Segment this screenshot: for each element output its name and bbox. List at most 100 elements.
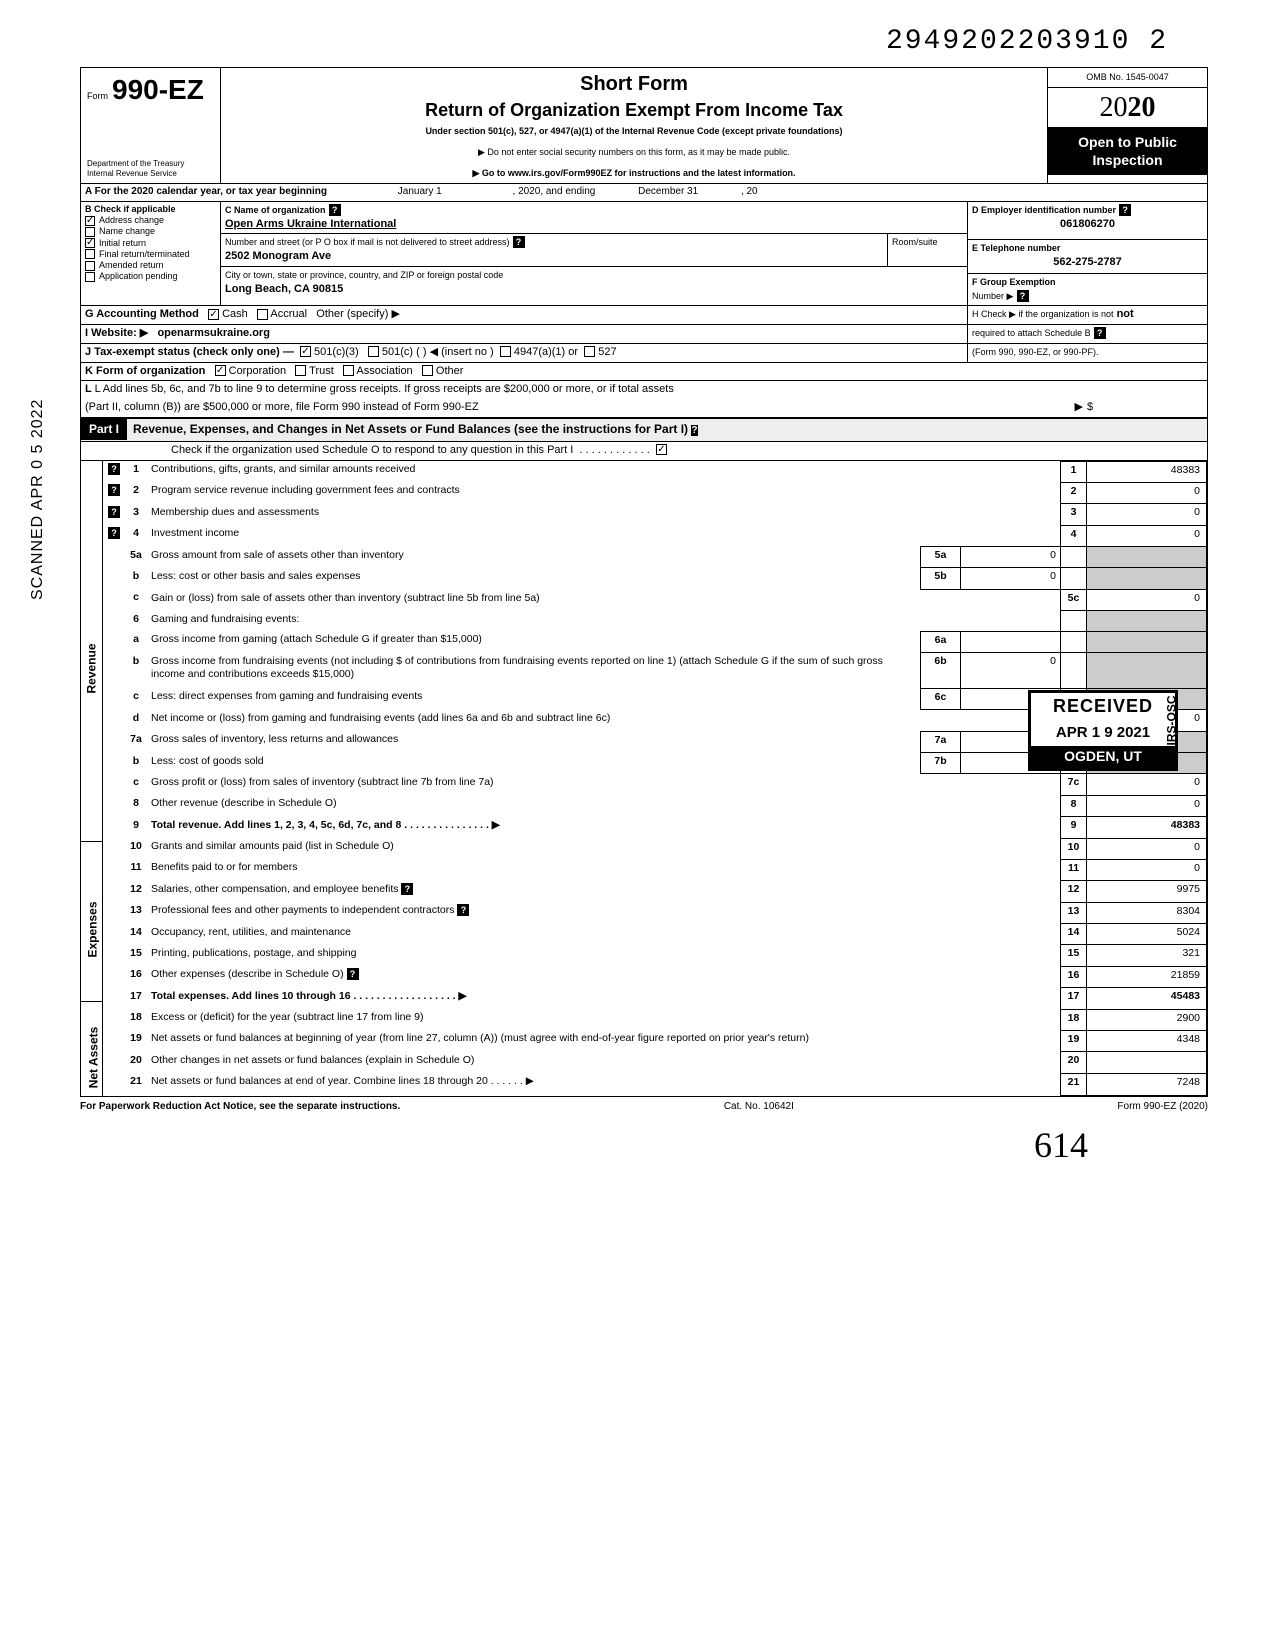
line-6d-text: Net income or (loss) from gaming and fun… xyxy=(151,712,610,724)
street-label: Number and street (or P O box if mail is… xyxy=(225,237,509,247)
line-3-text: Membership dues and assessments xyxy=(151,506,319,518)
g-accrual: Accrual xyxy=(270,308,307,320)
ck-cash[interactable] xyxy=(208,309,219,320)
ck-assoc[interactable] xyxy=(343,365,354,376)
ck-schedule-o[interactable] xyxy=(656,444,667,455)
g-label: G Accounting Method xyxy=(85,308,199,320)
help-icon: ? xyxy=(108,506,120,518)
line-12-text: Salaries, other compensation, and employ… xyxy=(151,883,398,895)
stamp-date: APR 1 9 2021 xyxy=(1031,720,1175,747)
k-other: Other xyxy=(436,365,464,377)
ck-501c3[interactable] xyxy=(300,346,311,357)
line-7c-value: 0 xyxy=(1087,774,1207,795)
ck-501c[interactable] xyxy=(368,346,379,357)
row-a-mid: , 2020, and ending xyxy=(513,186,596,197)
website-value: openarmsukraine.org xyxy=(157,327,269,339)
page-footer: For Paperwork Reduction Act Notice, see … xyxy=(80,1101,1208,1114)
j-s: 527 xyxy=(598,346,616,358)
identity-block: B Check if applicable Address change Nam… xyxy=(81,202,1207,307)
line-5b-value: 0 xyxy=(961,568,1061,589)
ck-address-change[interactable]: Address change xyxy=(85,215,216,226)
row-l: L L Add lines 5b, 6c, and 7b to line 9 t… xyxy=(81,381,1207,418)
ein-value: 061806270 xyxy=(972,218,1203,232)
line-10-text: Grants and similar amounts paid (list in… xyxy=(151,840,394,852)
open-to-public: Open to Public Inspection xyxy=(1048,128,1207,175)
line-19-value: 4348 xyxy=(1087,1030,1207,1051)
ck-accrual[interactable] xyxy=(257,309,268,320)
help-icon: ? xyxy=(108,484,120,496)
handwritten-note: 614 xyxy=(80,1123,1208,1168)
j-c3: 501(c)(3) xyxy=(314,346,359,358)
ck-4947[interactable] xyxy=(500,346,511,357)
d-label: D Employer identification number xyxy=(972,205,1116,215)
line-18-text: Excess or (deficit) for the year (subtra… xyxy=(151,1011,424,1023)
line-5b-text: Less: cost or other basis and sales expe… xyxy=(151,570,361,582)
line-16-value: 21859 xyxy=(1087,966,1207,987)
line-20-value xyxy=(1087,1052,1207,1073)
org-name: Open Arms Ukraine International xyxy=(225,218,396,230)
line-7a-text: Gross sales of inventory, less returns a… xyxy=(151,733,398,745)
ck-527[interactable] xyxy=(584,346,595,357)
l-text: L Add lines 5b, 6c, and 7b to line 9 to … xyxy=(95,383,674,395)
g-other: Other (specify) ▶ xyxy=(316,308,400,320)
j-c: 501(c) ( ) ◀ (insert no ) xyxy=(382,346,494,358)
street-value: 2502 Monogram Ave xyxy=(225,250,331,262)
c-label: C Name of organization xyxy=(225,205,326,215)
omb-number: OMB No. 1545-0047 xyxy=(1048,68,1207,88)
line-13-text: Professional fees and other payments to … xyxy=(151,904,455,916)
line-5a-text: Gross amount from sale of assets other t… xyxy=(151,549,404,561)
j-a: 4947(a)(1) or xyxy=(514,346,578,358)
footer-left: For Paperwork Reduction Act Notice, see … xyxy=(80,1101,400,1114)
ck-initial-return[interactable]: Initial return xyxy=(85,238,216,249)
help-icon: ? xyxy=(347,968,359,980)
help-icon: ? xyxy=(329,204,341,216)
help-icon: ? xyxy=(457,904,469,916)
line-4-value: 0 xyxy=(1087,525,1207,546)
line-1-text: Contributions, gifts, grants, and simila… xyxy=(151,463,415,475)
k-assoc: Association xyxy=(356,365,412,377)
line-2-text: Program service revenue including govern… xyxy=(151,484,460,496)
line-5c-value: 0 xyxy=(1087,589,1207,610)
ck-other[interactable] xyxy=(422,365,433,376)
line-7b-text: Less: cost of goods sold xyxy=(151,755,264,767)
g-cash: Cash xyxy=(222,308,248,320)
ck-app-pending[interactable]: Application pending xyxy=(85,271,216,282)
row-i: I Website: ▶ openarmsukraine.org require… xyxy=(81,325,1207,344)
goto-note: ▶ Go to www.irs.gov/Form990EZ for instru… xyxy=(229,168,1039,179)
line-8-text: Other revenue (describe in Schedule O) xyxy=(151,797,337,809)
line-6a-value xyxy=(961,631,1061,652)
line-6b-text: Gross income from fundraising events (no… xyxy=(151,655,883,680)
row-a: A For the 2020 calendar year, or tax yea… xyxy=(81,184,1207,202)
line-12-value: 9975 xyxy=(1087,881,1207,902)
ck-final-return[interactable]: Final return/terminated xyxy=(85,249,216,260)
help-icon: ? xyxy=(108,527,120,539)
line-21-value: 7248 xyxy=(1087,1073,1207,1095)
line-9-text: Total revenue. Add lines 1, 2, 3, 4, 5c,… xyxy=(151,819,401,831)
row-j: J Tax-exempt status (check only one) — 5… xyxy=(81,344,1207,363)
line-14-text: Occupancy, rent, utilities, and maintena… xyxy=(151,926,351,938)
ssn-note: ▶ Do not enter social security numbers o… xyxy=(229,147,1039,158)
part-i-header: Part I Revenue, Expenses, and Changes in… xyxy=(81,418,1207,442)
row-k: K Form of organization Corporation Trust… xyxy=(81,363,1207,382)
help-icon: ? xyxy=(1017,290,1029,302)
ck-name-change[interactable]: Name change xyxy=(85,226,216,237)
l-amount: $ xyxy=(1083,401,1203,415)
line-6b-value: 0 xyxy=(961,653,1061,689)
i-label: I Website: ▶ xyxy=(85,327,148,339)
ck-corp[interactable] xyxy=(215,365,226,376)
side-label-netassets: Net Assets xyxy=(86,1026,101,1088)
tax-year: 2020 xyxy=(1048,88,1207,128)
line-3-value: 0 xyxy=(1087,504,1207,525)
stamp-irs: IRS-OSC xyxy=(1164,695,1179,745)
scanned-stamp: SCANNED APR 0 5 2022 xyxy=(28,399,48,600)
b-label: B Check if applicable xyxy=(85,204,216,215)
e-label: E Telephone number xyxy=(972,243,1060,253)
line-9-value: 48383 xyxy=(1087,817,1207,838)
received-stamp: RECEIVED APR 1 9 2021 OGDEN, UT IRS-OSC xyxy=(1028,690,1178,771)
ck-amended-return[interactable]: Amended return xyxy=(85,260,216,271)
stamp-received: RECEIVED xyxy=(1031,693,1175,720)
help-icon: ? xyxy=(513,236,525,248)
ck-trust[interactable] xyxy=(295,365,306,376)
help-icon: ? xyxy=(401,883,413,895)
tax-year-begin: January 1 xyxy=(330,186,510,199)
